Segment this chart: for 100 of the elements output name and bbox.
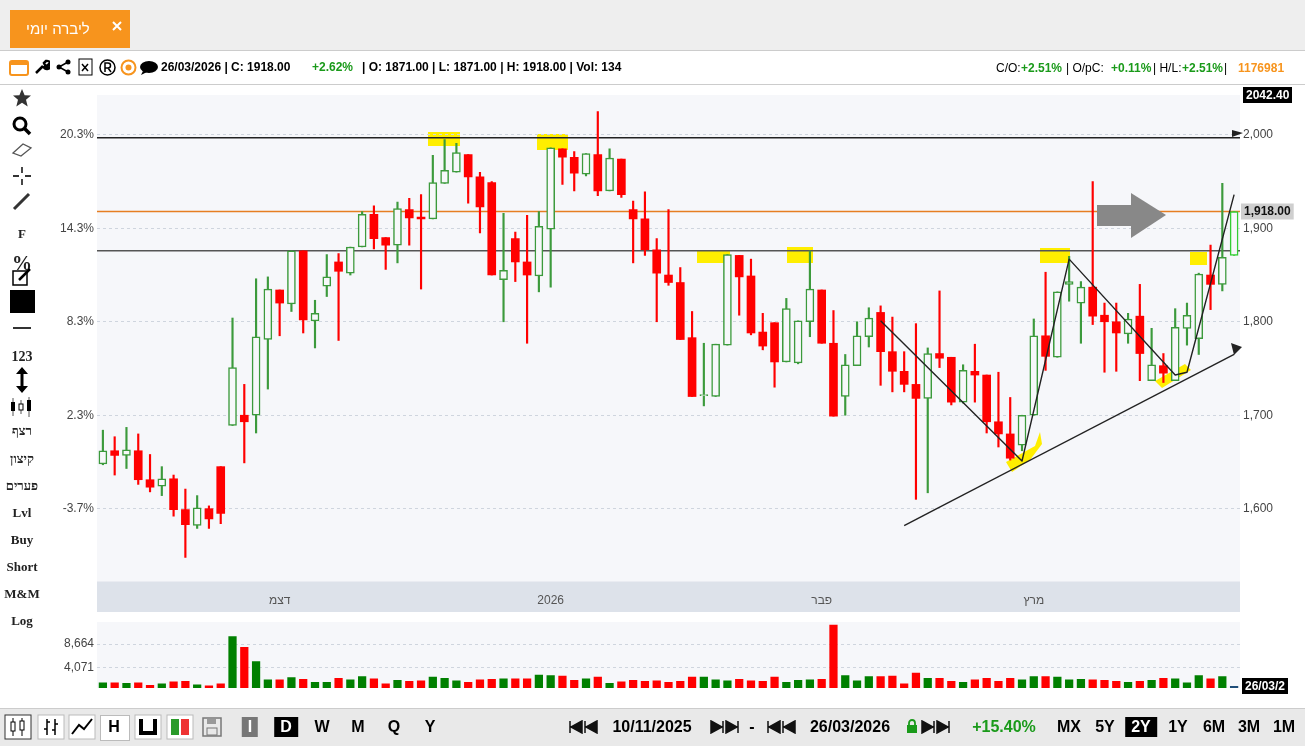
text: | O: 1871.00 | L: 1871.00 | H: 1918.00 | Vol: 134: [362, 60, 622, 74]
bar: [841, 675, 850, 688]
bar: [1006, 677, 1015, 688]
bar: [1076, 678, 1086, 688]
bar: [982, 677, 991, 688]
text: 2042.40: [1243, 87, 1293, 103]
bar: [1041, 676, 1050, 688]
text: +15.40%: [971, 717, 1037, 737]
text: | H/L:: [1153, 61, 1182, 75]
y-tick-label: 2,000: [1243, 127, 1274, 142]
bar: [676, 680, 685, 688]
bar: [758, 680, 767, 688]
text: | O/pC:: [1066, 61, 1104, 75]
bar: [888, 675, 897, 688]
bar: [746, 680, 756, 688]
text: 1176981: [1238, 61, 1285, 75]
bar: [1206, 678, 1215, 688]
y2-tick-label: 2.3%: [66, 407, 95, 422]
text: 5Y: [1094, 717, 1116, 737]
bar: [735, 678, 744, 688]
bar: [381, 683, 390, 688]
bar: [157, 683, 166, 688]
bar: [1123, 681, 1133, 688]
y-tick-label: 1,600: [1243, 501, 1274, 516]
bar: [852, 680, 862, 688]
bar: [640, 680, 650, 688]
bar: [228, 636, 237, 688]
chart-title: ליברה יומי: [26, 20, 90, 37]
bar: [1159, 677, 1168, 688]
bar: [711, 679, 720, 688]
bar: [522, 678, 532, 688]
text: +0.11%: [1111, 61, 1152, 75]
text: |: [1224, 61, 1228, 75]
bar: [310, 681, 320, 688]
bar: [570, 679, 579, 688]
bar: [334, 677, 343, 688]
x-tick-label: פבר: [811, 593, 833, 608]
text: Short: [6, 559, 38, 575]
y2-tick-label: 8.3%: [66, 314, 95, 329]
bar: [1053, 676, 1062, 688]
text: 26/03/2026: [808, 717, 892, 737]
bar: [546, 675, 555, 688]
text: +2.51%: [1182, 61, 1224, 75]
y-tick-label: 1,700: [1243, 407, 1274, 422]
bar: [275, 679, 284, 688]
bar: [629, 679, 638, 688]
bar: [134, 682, 143, 688]
candlestick: [334, 253, 343, 341]
bar: [900, 683, 909, 688]
text: 2Y: [1125, 717, 1157, 737]
text: M&M: [4, 586, 40, 602]
bar: [1218, 676, 1227, 688]
y2-tick-label: 20.3%: [59, 127, 95, 142]
bar: [240, 647, 249, 688]
bar: [923, 677, 932, 688]
bar: [287, 677, 296, 688]
bar: [970, 679, 979, 688]
bar: [793, 679, 803, 688]
bar: [452, 680, 461, 688]
text: Y: [423, 717, 437, 737]
ref-line-label: 1,918.00: [1244, 203, 1292, 218]
bar: [593, 676, 602, 688]
bar: [935, 677, 944, 688]
bar: [169, 681, 178, 688]
bar: [770, 676, 779, 688]
bar: [499, 678, 508, 688]
bar: [405, 680, 414, 688]
bar: [393, 679, 402, 688]
bar: [699, 676, 708, 688]
bar: [511, 678, 520, 688]
bar: [122, 682, 131, 688]
text: Lvl: [12, 505, 32, 521]
text: F: [18, 226, 26, 242]
bar: [605, 682, 614, 688]
text: קיצון: [10, 451, 34, 467]
bar: [782, 681, 791, 688]
bar: [817, 678, 826, 688]
bar: [864, 676, 873, 688]
bar: [1065, 679, 1074, 688]
text: C/O:: [996, 61, 1021, 75]
y-tick-label: 1,800: [1243, 314, 1274, 329]
bar: [181, 680, 190, 688]
bar: [263, 679, 272, 688]
bar: [876, 676, 885, 688]
bar: [369, 678, 379, 688]
x-tick-label: מרץ: [1023, 593, 1045, 608]
bar: [958, 681, 968, 688]
text: -: [748, 717, 756, 737]
bar: [1229, 685, 1239, 688]
text: 26/03/2026 | C: 1918.00: [161, 60, 291, 74]
bar: [1112, 680, 1121, 688]
x-tick-label: 2026: [537, 593, 565, 608]
x-tick-label: דצמ: [268, 593, 291, 608]
bar: [416, 680, 426, 688]
bar: [1182, 682, 1192, 688]
text: +2.51%: [1021, 61, 1063, 75]
bar: [110, 682, 119, 688]
text: Log: [11, 613, 33, 629]
text: MX: [1056, 717, 1082, 737]
bar: [829, 624, 838, 688]
